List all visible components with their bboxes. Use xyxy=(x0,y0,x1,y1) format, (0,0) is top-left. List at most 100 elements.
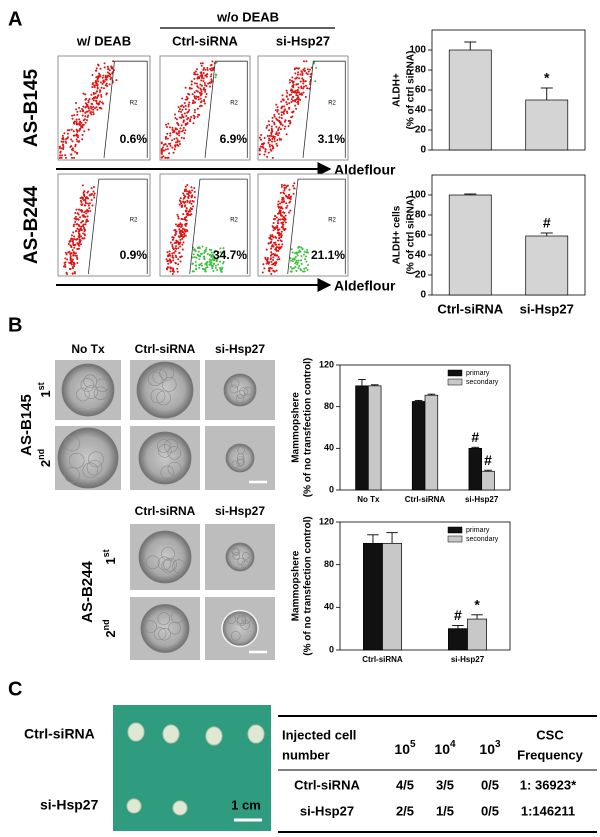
flow-event xyxy=(82,219,85,222)
flow-event xyxy=(288,188,291,191)
flow-event xyxy=(199,62,202,65)
flow-event xyxy=(99,89,102,92)
flow-event xyxy=(221,266,224,269)
y-tick-label: 80 xyxy=(324,559,334,569)
flow-event xyxy=(82,109,85,112)
flow-event xyxy=(219,268,222,271)
cell xyxy=(157,439,171,453)
flow-event xyxy=(191,189,194,192)
flow-event xyxy=(87,114,90,117)
flow-event xyxy=(296,73,299,76)
flow-event xyxy=(292,192,295,195)
dose-base: 10 xyxy=(479,741,495,757)
flow-event xyxy=(173,251,176,254)
flow-event xyxy=(84,210,87,213)
flow-event xyxy=(273,241,276,244)
flow-event xyxy=(303,69,306,72)
flow-event xyxy=(281,94,284,97)
flow-event xyxy=(83,190,86,193)
round-label: 1st xyxy=(36,382,53,397)
cell xyxy=(226,614,237,624)
flow-event xyxy=(69,255,72,258)
plot-frame xyxy=(57,55,151,161)
flow-event xyxy=(205,84,208,87)
flow-event xyxy=(303,267,306,270)
flow-event xyxy=(208,248,211,251)
flow-event xyxy=(78,106,81,109)
flow-event xyxy=(173,229,176,232)
flow-event xyxy=(275,248,278,251)
flow-event xyxy=(82,105,85,108)
flow-event xyxy=(104,74,107,77)
flow-event xyxy=(258,147,261,150)
flow-event xyxy=(272,229,275,232)
flow-event xyxy=(276,106,279,109)
flow-event xyxy=(75,120,78,123)
flow-event xyxy=(68,129,71,132)
flow-event xyxy=(215,74,218,77)
flow-event xyxy=(276,228,279,231)
y-tick-label: 40 xyxy=(415,250,427,261)
flow-event xyxy=(65,253,68,256)
flow-event xyxy=(300,85,303,88)
flow-event xyxy=(203,268,206,271)
table-cell: 0/5 xyxy=(481,803,499,818)
flow-event xyxy=(103,66,106,69)
flow-event xyxy=(190,202,193,205)
flow-event xyxy=(78,225,81,228)
flow-event xyxy=(178,199,181,202)
flow-event xyxy=(195,82,198,85)
flow-event xyxy=(78,236,81,239)
flow-event xyxy=(71,156,74,159)
flow-event xyxy=(273,270,276,273)
flow-event xyxy=(281,196,284,199)
flow-event xyxy=(200,64,203,67)
significance-mark: # xyxy=(471,429,479,445)
flow-event xyxy=(174,145,177,148)
flow-event xyxy=(286,91,289,94)
cell xyxy=(161,559,176,573)
flow-event xyxy=(211,67,214,70)
flow-event xyxy=(100,95,103,98)
round-label: 2nd xyxy=(36,449,53,467)
flow-event xyxy=(72,261,75,264)
flow-event xyxy=(258,153,261,156)
flow-event xyxy=(288,211,291,214)
flow-event xyxy=(84,115,87,118)
flow-event xyxy=(58,147,61,150)
cell xyxy=(83,374,98,389)
flow-event xyxy=(179,197,182,200)
flow-event xyxy=(176,139,179,142)
y-tick-label: 0 xyxy=(329,484,334,494)
flow-event xyxy=(277,203,280,206)
flow-event xyxy=(76,262,79,265)
flow-event xyxy=(200,71,203,74)
flow-event xyxy=(177,110,180,113)
legend-label: primary xyxy=(466,527,490,534)
flow-event xyxy=(92,190,95,193)
flow-event xyxy=(182,241,185,244)
flow-event xyxy=(288,78,291,81)
flow-event xyxy=(73,114,76,117)
flow-event xyxy=(74,254,77,257)
flow-event xyxy=(295,259,298,262)
flow-event xyxy=(166,251,169,254)
flow-event xyxy=(108,75,111,78)
flow-event xyxy=(167,262,170,265)
flow-event xyxy=(266,155,269,158)
flow-event xyxy=(172,248,175,251)
flow-event xyxy=(181,113,184,116)
flow-event xyxy=(184,129,187,132)
flow-event xyxy=(75,238,78,241)
flow-event xyxy=(108,69,111,72)
flow-event xyxy=(171,272,174,275)
flow-event xyxy=(208,258,211,261)
flow-event xyxy=(95,96,98,99)
flow-event xyxy=(89,193,92,196)
flow-event xyxy=(198,105,201,108)
flow-event xyxy=(297,67,300,70)
flow-event xyxy=(207,82,210,85)
flow-event xyxy=(75,254,78,257)
cell xyxy=(237,446,245,455)
flow-event xyxy=(276,226,279,229)
